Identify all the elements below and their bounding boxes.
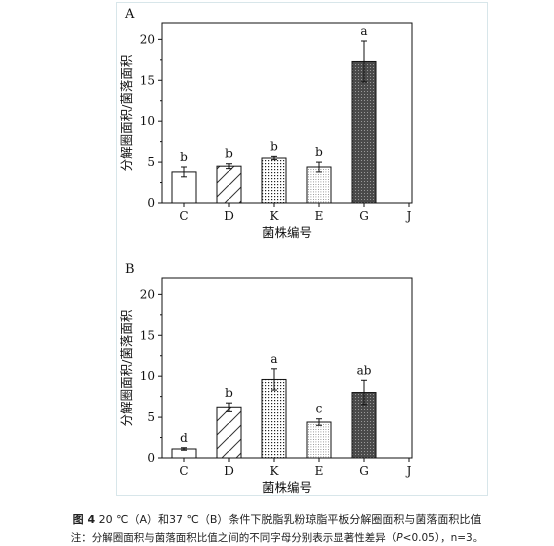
- y-axis-label: 分解圈面积/菌落面积: [119, 55, 134, 172]
- panel-b-chart: 0 5 10 15 20 B 分解圈面积/菌落面积 Cd Db Ka Ec Gab J 菌株编号: [119, 262, 413, 495]
- note-prefix: 注：分解圈面积与菌落面积比值之间的不同字母分别表示显著性差异（: [70, 532, 397, 544]
- figure-title: 20 ℃（A）和37 ℃（B）条件下脱脂乳粉琼脂平板分解圈面积与菌落面积比值: [98, 513, 482, 526]
- plot-area-border: [161, 277, 413, 459]
- figure-label: 图 4: [72, 513, 96, 526]
- y-tick-label: 20: [140, 287, 155, 301]
- bar: [261, 157, 287, 204]
- y-tick-label: 10: [140, 369, 155, 383]
- significance-label: d: [180, 431, 188, 445]
- y-tick-label: 0: [147, 196, 155, 210]
- panel-label: A: [124, 7, 135, 22]
- bar: [261, 378, 287, 459]
- bar: [306, 166, 332, 204]
- panel-label: B: [125, 262, 135, 277]
- x-axis-label: 菌株编号: [262, 480, 312, 495]
- x-tick-label: C: [179, 209, 188, 223]
- plot-area-border: [161, 22, 413, 204]
- significance-label: b: [270, 139, 278, 153]
- figure-caption-note: 注：分解圈面积与菌落面积比值之间的不同字母分别表示显著性差异（P<0.05），n…: [0, 530, 554, 545]
- y-tick-label: 5: [147, 410, 155, 424]
- significance-label: b: [180, 150, 188, 164]
- x-tick-label: E: [315, 464, 324, 478]
- significance-label: b: [315, 145, 323, 159]
- bar: [306, 421, 332, 459]
- y-tick-label: 20: [140, 32, 155, 46]
- y-axis-label: 分解圈面积/菌落面积: [119, 310, 134, 427]
- x-tick-label: J: [405, 464, 412, 478]
- y-tick-label: 15: [140, 73, 155, 87]
- x-tick-label: J: [405, 209, 412, 223]
- significance-label: ab: [357, 363, 372, 377]
- figure-svg: 0 5 10 15 20 A 分解圈面积/菌落面积 Cb Db Kb Eb Ga J 菌株编号 0 5 10 1…: [119, 7, 413, 495]
- significance-label: b: [225, 386, 233, 400]
- x-tick-label: E: [315, 209, 324, 223]
- bar: [216, 406, 242, 459]
- bar: [216, 165, 242, 204]
- y-tick-label: 5: [147, 155, 155, 169]
- x-tick-label: G: [359, 464, 369, 478]
- bar: [351, 60, 377, 204]
- x-tick-label: C: [179, 464, 188, 478]
- x-tick-label: K: [270, 209, 280, 223]
- x-tick-label: K: [270, 464, 280, 478]
- y-tick-label: 15: [140, 328, 155, 342]
- x-tick-label: G: [359, 209, 369, 223]
- y-tick-label: 10: [140, 114, 155, 128]
- note-p-symbol: P: [396, 532, 403, 544]
- significance-label: b: [225, 147, 233, 161]
- figure-caption-title: 图 4 20 ℃（A）和37 ℃（B）条件下脱脂乳粉琼脂平板分解圈面积与菌落面积…: [0, 511, 554, 527]
- note-suffix: <0.05），n=3。: [402, 532, 484, 544]
- x-tick-label: D: [224, 209, 234, 223]
- significance-label: a: [270, 352, 277, 366]
- significance-label: c: [316, 402, 323, 416]
- x-axis-label: 菌株编号: [262, 225, 312, 240]
- panel-a-chart: 0 5 10 15 20 A 分解圈面积/菌落面积 Cb Db Kb Eb Ga J 菌株编号: [119, 7, 413, 240]
- y-tick-label: 0: [147, 451, 155, 465]
- x-tick-label: D: [224, 464, 234, 478]
- significance-label: a: [360, 24, 367, 38]
